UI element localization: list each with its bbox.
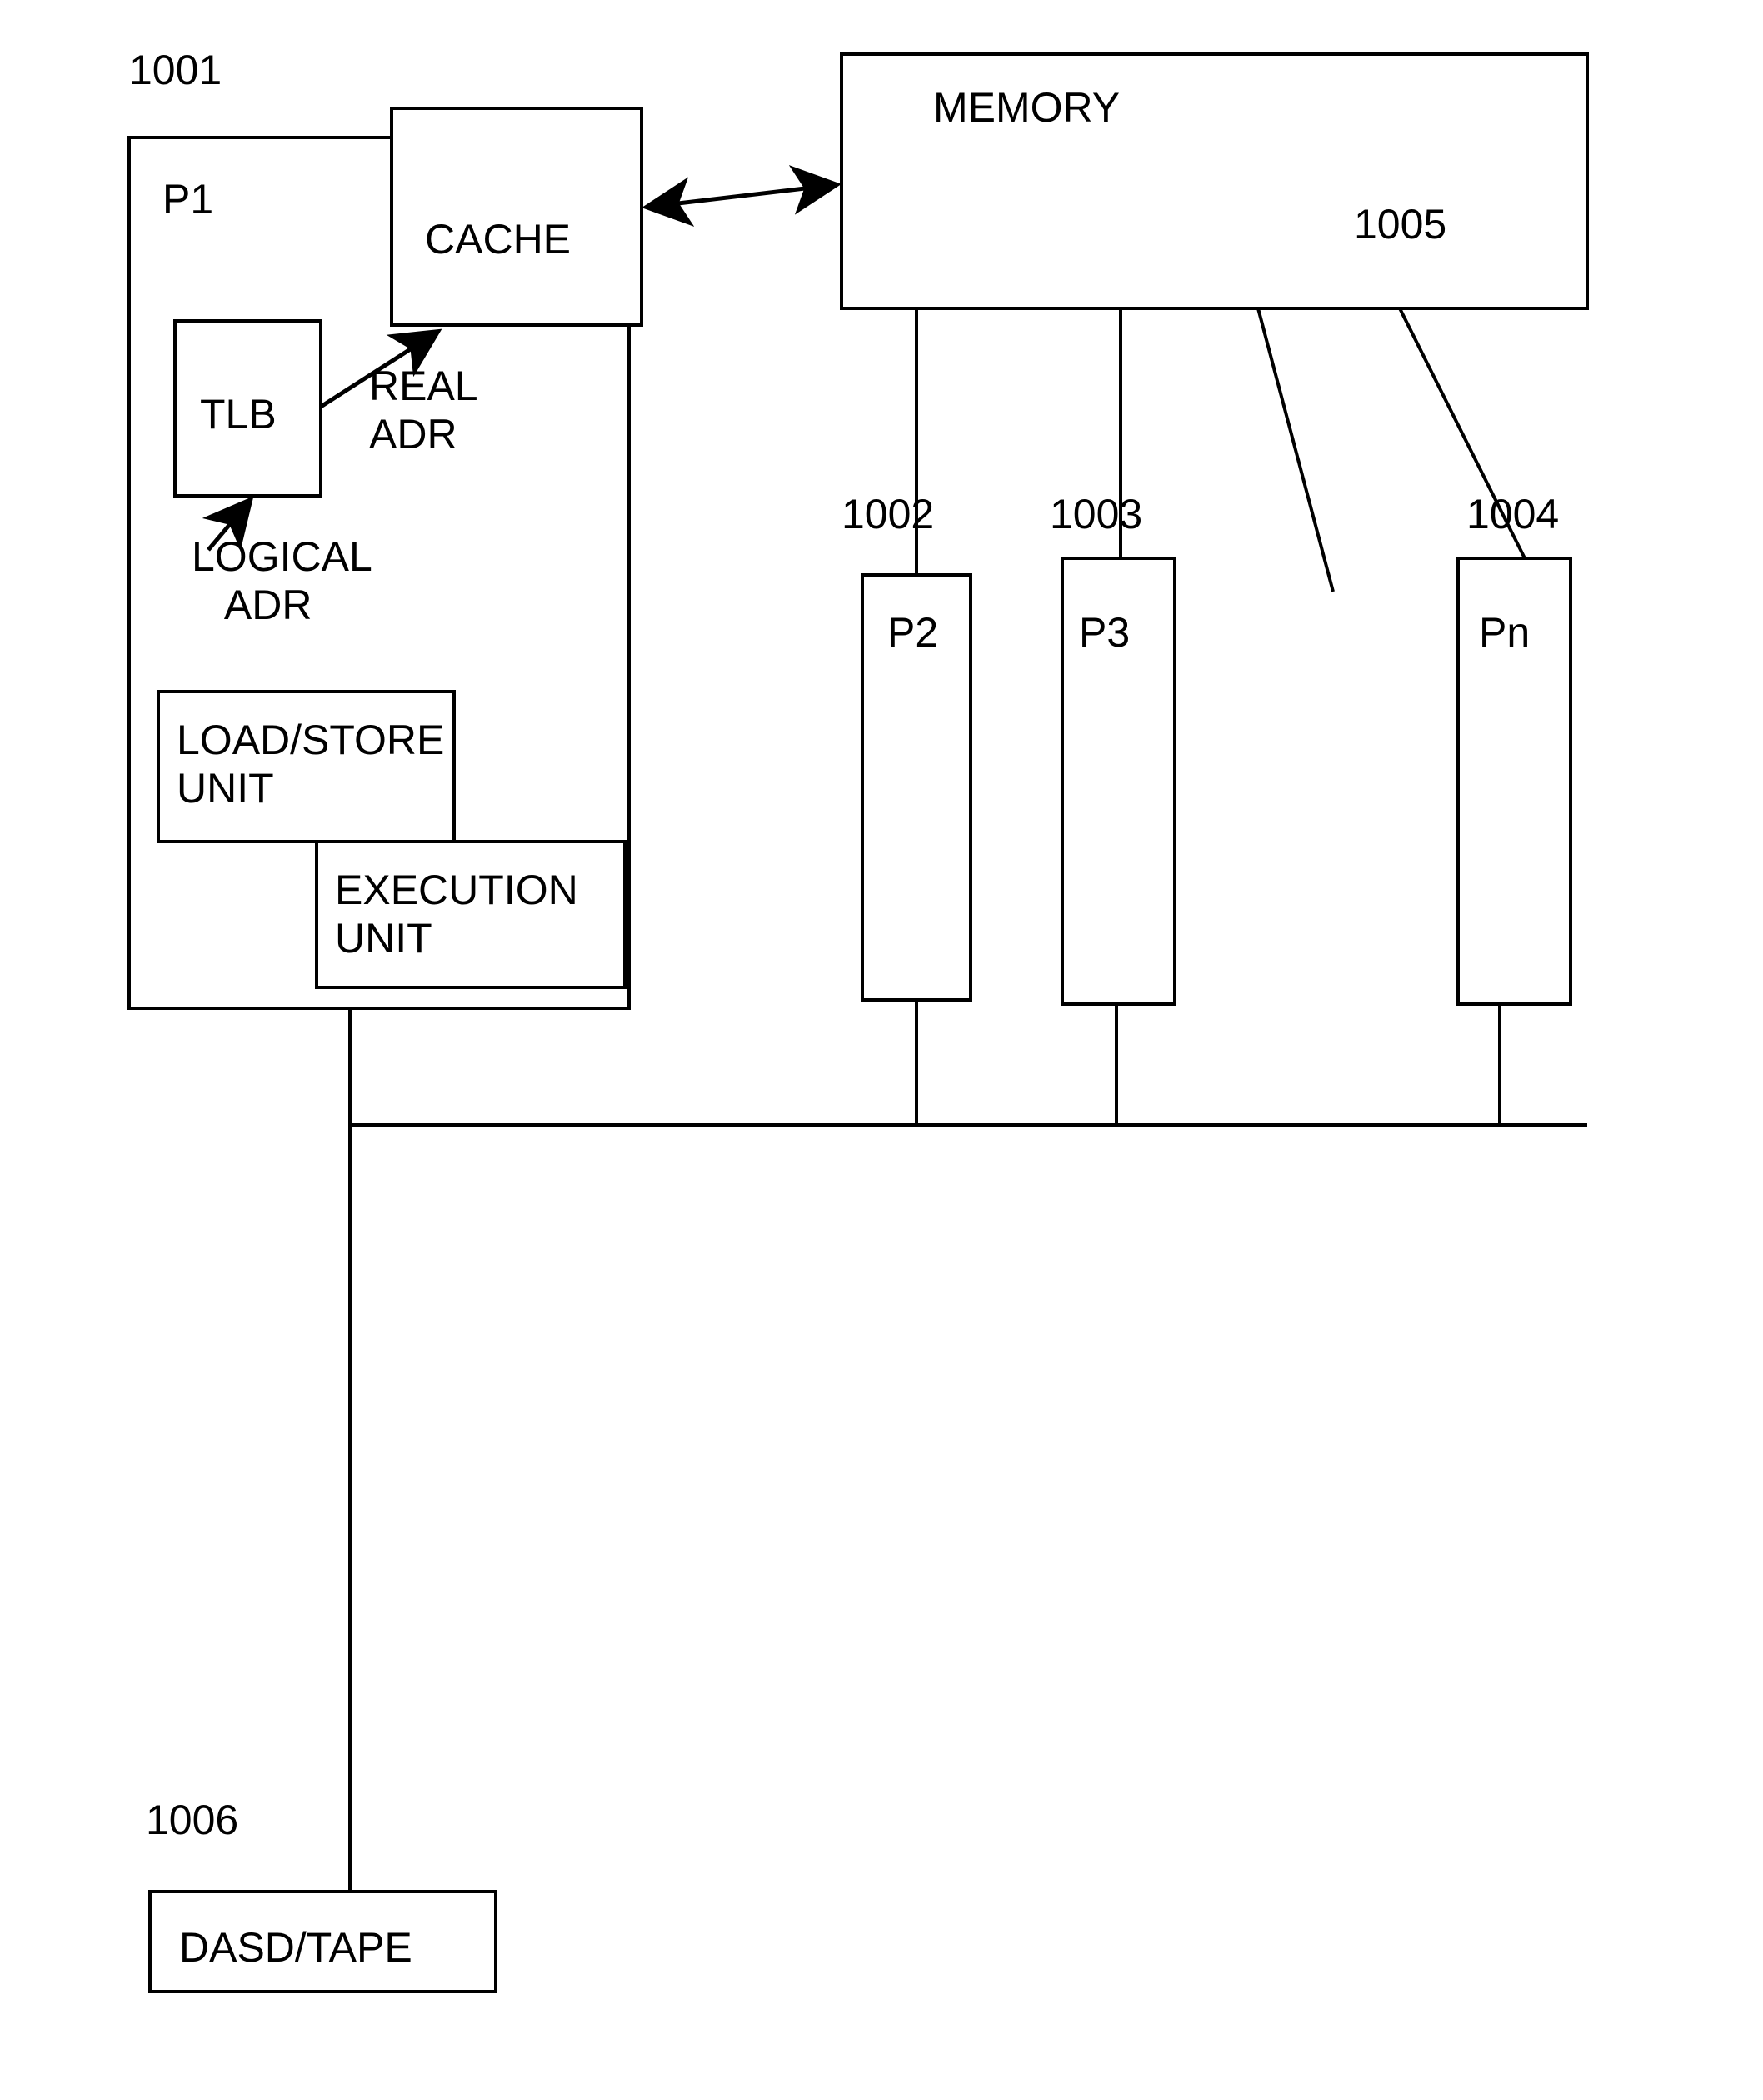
load-store-label: LOAD/STORE UNIT bbox=[177, 717, 444, 812]
logical-adr-label: LOGICAL ADR bbox=[192, 533, 372, 629]
label-1002: 1002 bbox=[842, 490, 934, 538]
dasd-tape-label: DASD/TAPE bbox=[179, 1923, 412, 1972]
pn-label: Pn bbox=[1479, 608, 1530, 657]
label-1001: 1001 bbox=[129, 46, 222, 94]
label-1004: 1004 bbox=[1466, 490, 1559, 538]
memory-gap-line bbox=[1258, 308, 1333, 592]
label-1003: 1003 bbox=[1050, 490, 1142, 538]
cache-label: CACHE bbox=[425, 215, 571, 263]
p2-label: P2 bbox=[887, 608, 938, 657]
p3-label: P3 bbox=[1079, 608, 1130, 657]
real-adr-label: REAL ADR bbox=[369, 362, 478, 458]
p1-label: P1 bbox=[162, 175, 213, 223]
execution-unit-label: EXECUTION UNIT bbox=[335, 867, 578, 962]
label-1006: 1006 bbox=[146, 1796, 238, 1844]
label-1005: 1005 bbox=[1354, 200, 1446, 248]
cache-memory-arrow bbox=[650, 185, 833, 207]
memory-label: MEMORY bbox=[933, 83, 1120, 132]
tlb-label: TLB bbox=[200, 390, 277, 438]
architecture-diagram bbox=[0, 0, 1763, 2100]
